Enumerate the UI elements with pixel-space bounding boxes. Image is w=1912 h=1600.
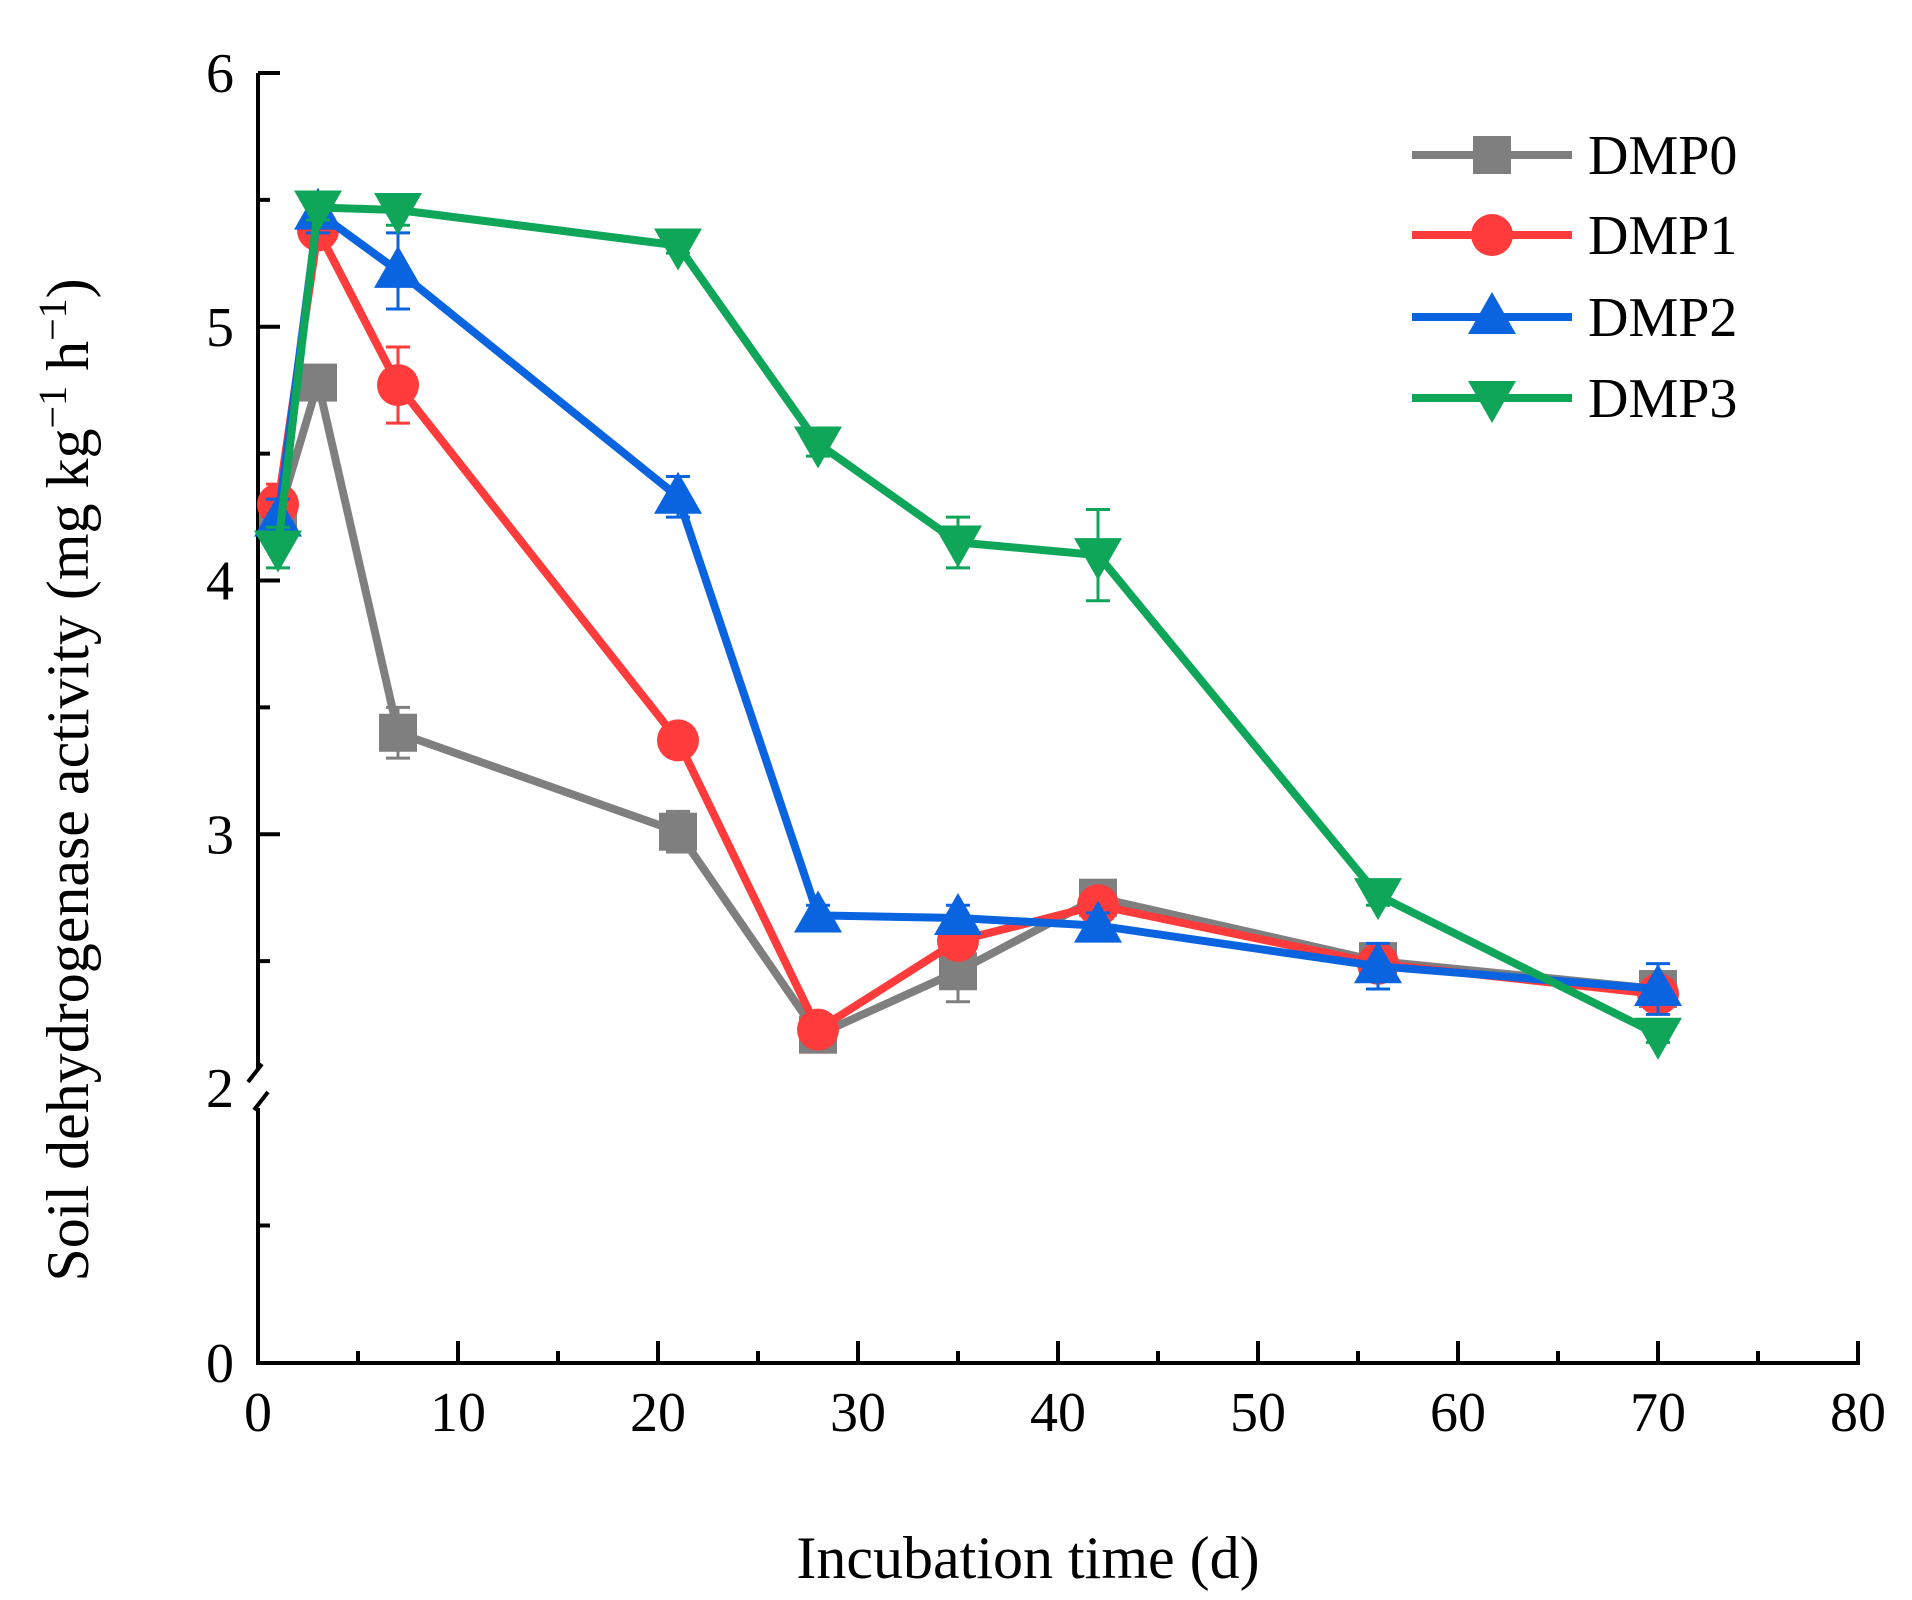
x-tick-label: 10 [430,1382,486,1444]
data-point [1354,941,1402,984]
y-tick-label: 4 [206,551,234,613]
data-point [654,228,702,271]
legend-label: DMP2 [1588,287,1737,349]
y-tick-label: 5 [206,297,234,359]
legend: DMP0 DMP1 DMP2 DMP3 [1412,125,1737,430]
data-point [1634,1017,1682,1060]
y-tick-label: 3 [206,804,234,866]
legend-item-dmp1: DMP1 [1412,205,1737,267]
legend-item-dmp2: DMP2 [1412,287,1737,349]
x-tick-label: 80 [1830,1382,1886,1444]
x-tick-label: 60 [1430,1382,1486,1444]
legend-marker [1468,292,1516,334]
legend-label: DMP1 [1588,205,1737,267]
x-tick-label: 20 [630,1382,686,1444]
data-point [659,812,697,851]
y-axis-title-base: Soil dehydrogenase activity (mg kg [35,428,101,1281]
legend-item-dmp0: DMP0 [1412,125,1737,187]
data-point [654,471,702,514]
data-point [254,530,302,573]
legend-label: DMP3 [1588,368,1737,430]
data-point [934,525,982,568]
series-line-dmp2 [274,208,1659,993]
legend-marker [1473,136,1511,174]
x-tick-label: 70 [1630,1382,1686,1444]
x-tick-label: 40 [1030,1382,1086,1444]
y-axis-title-sup1: −1 [30,386,75,429]
data-point [374,193,422,236]
x-axis-title: Incubation time (d) [796,1525,1259,1591]
series-line-dmp1 [274,226,1659,1034]
legend-label: DMP0 [1588,125,1737,187]
y-axis-title-sup2: −1 [30,298,75,341]
data-point [797,1008,839,1051]
x-tick-label: 0 [244,1382,272,1444]
data-point [794,426,842,469]
y-axis-break-mark [252,1090,270,1112]
data-point [1634,964,1682,1007]
y-axis-title-end: ) [35,278,101,298]
data-point [657,719,699,762]
data-point [934,892,982,935]
x-tick-label: 30 [830,1382,886,1444]
legend-marker [1471,214,1513,256]
data-point [294,190,342,233]
legend-marker [1468,381,1516,423]
data-point [374,245,422,288]
data-point [1074,900,1122,943]
y-axis-title: Soil dehydrogenase activity (mg kg−1 h−1… [30,278,101,1281]
data-point [377,364,419,407]
y-axis-break-mark [246,1062,264,1084]
y-tick-label: 2 [206,1058,234,1120]
series-dmp2 [254,187,1682,1016]
data-point [1074,538,1122,581]
y-tick-label: 0 [206,1333,234,1395]
legend-item-dmp3: DMP3 [1412,368,1737,430]
y-tick-label: 6 [206,43,234,105]
data-point [794,890,842,933]
data-point [299,363,337,402]
y-axis-title-mid: h [35,341,101,386]
axes: 0 10 20 30 40 50 60 70 80 0 2 3 4 5 6 [206,43,1886,1444]
series-dmp3 [254,190,1682,1060]
data-point [1354,878,1402,921]
x-tick-label: 50 [1230,1382,1286,1444]
series-layer [254,187,1682,1060]
data-point [379,713,417,752]
